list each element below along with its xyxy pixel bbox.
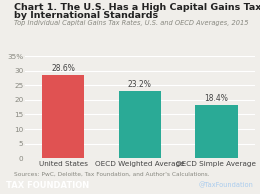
Text: Chart 1. The U.S. Has a High Capital Gains Tax Rate: Chart 1. The U.S. Has a High Capital Gai… <box>14 3 260 12</box>
Text: @TaxFoundation: @TaxFoundation <box>199 182 254 189</box>
Text: 18.4%: 18.4% <box>205 94 228 103</box>
Text: 23.2%: 23.2% <box>128 80 152 89</box>
Bar <box>119 91 161 158</box>
Text: 28.6%: 28.6% <box>51 64 75 74</box>
Bar <box>195 105 238 158</box>
Text: Sources: PwC, Deloitte, Tax Foundation, and Author's Calculations.: Sources: PwC, Deloitte, Tax Foundation, … <box>14 172 210 177</box>
Text: TAX FOUNDATION: TAX FOUNDATION <box>6 181 90 190</box>
Text: Top Individual Capital Gains Tax Rates, U.S. and OECD Averages, 2015: Top Individual Capital Gains Tax Rates, … <box>14 19 249 25</box>
Text: by International Standards: by International Standards <box>14 11 158 20</box>
Bar <box>42 75 84 158</box>
